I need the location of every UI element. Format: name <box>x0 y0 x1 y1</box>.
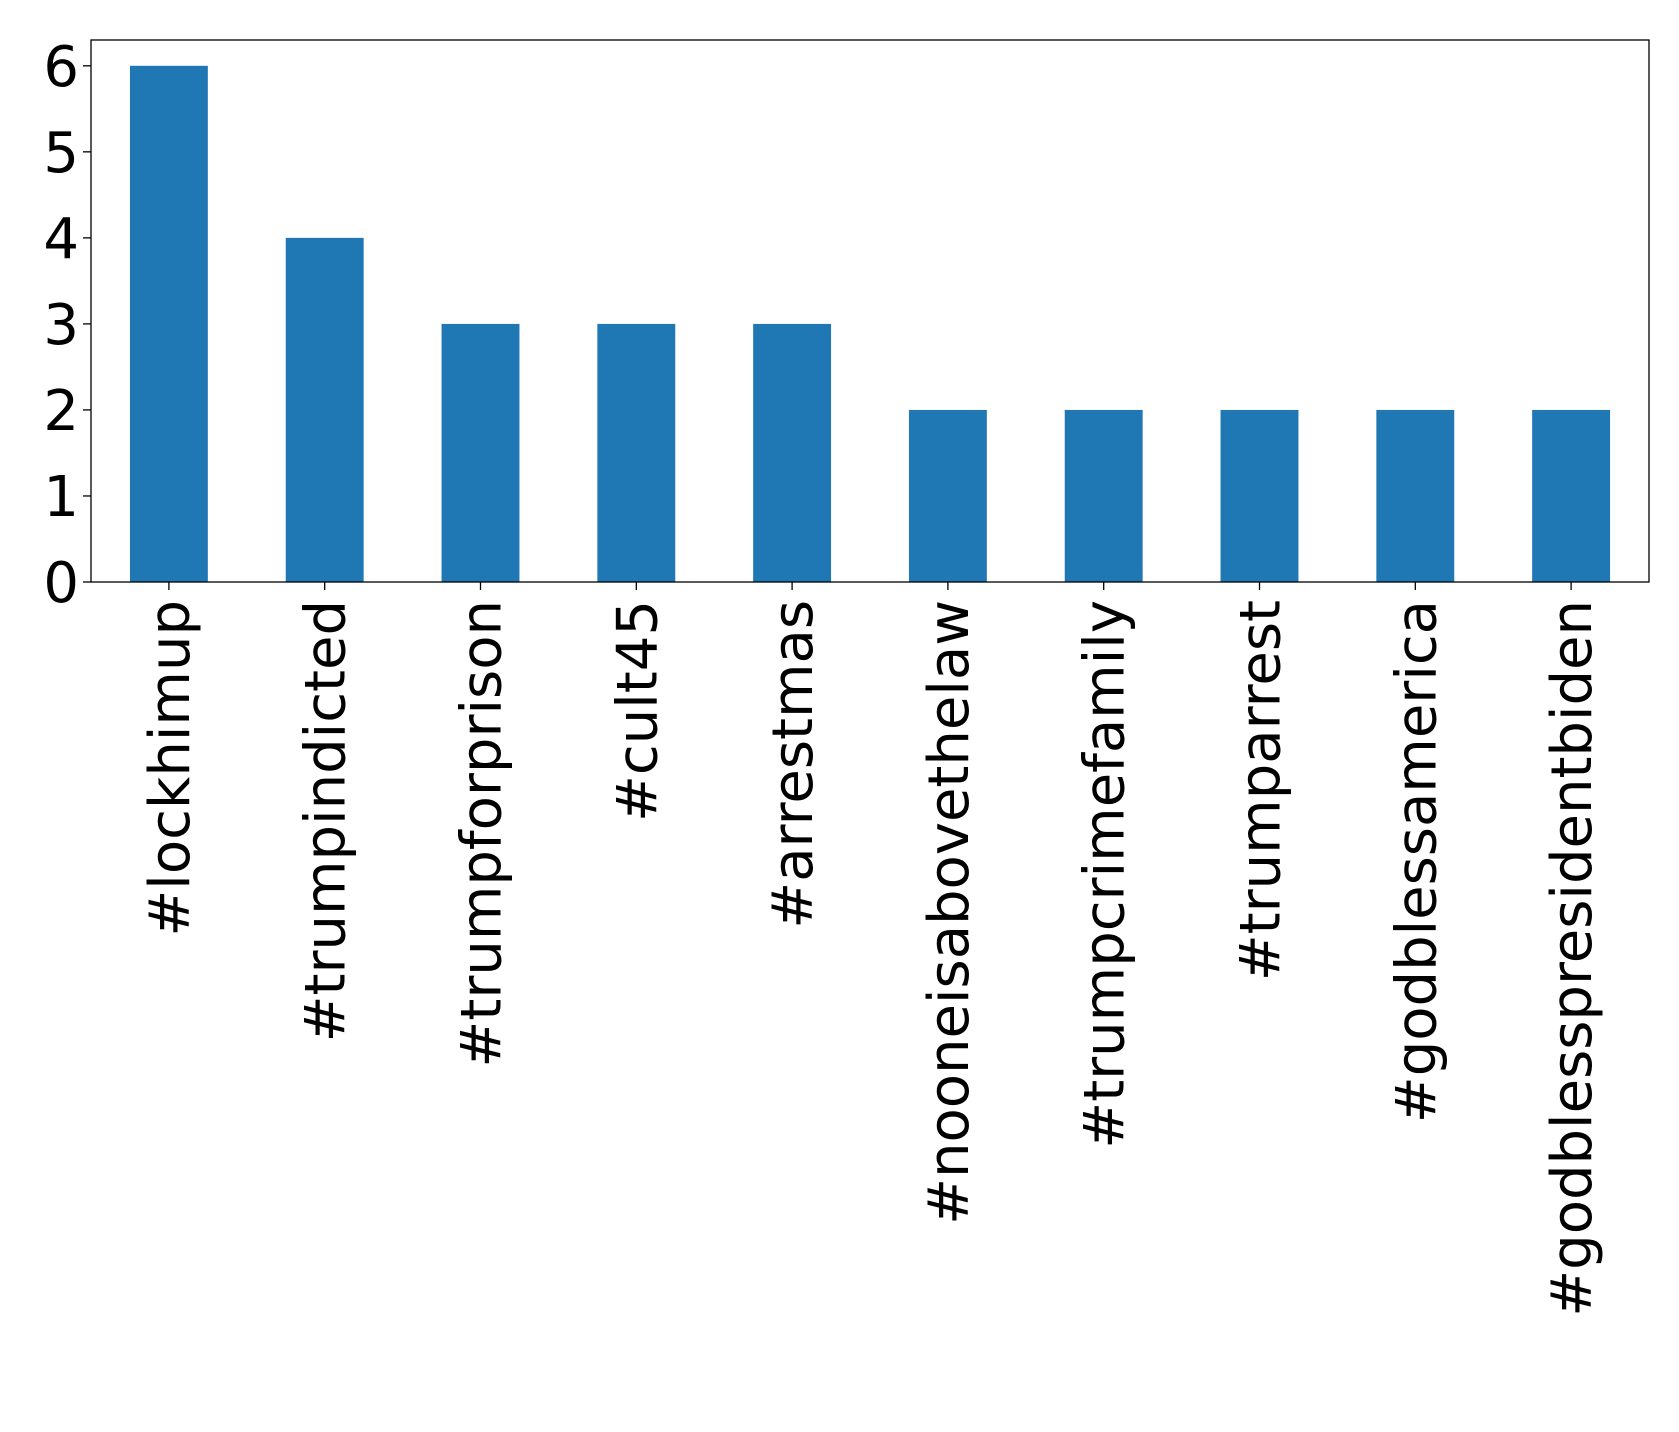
y-tick-label: 3 <box>43 293 79 358</box>
bar <box>1532 409 1611 582</box>
y-tick-label: 5 <box>43 121 79 186</box>
bar <box>285 237 364 582</box>
bar <box>753 323 832 582</box>
x-tick-label: #trumparrest <box>1229 600 1294 981</box>
x-tick-label: #arrestmas <box>761 600 826 929</box>
x-tick-label: #trumpindicted <box>294 600 359 1042</box>
x-tick-label: #godblesspresidentbiden <box>1540 600 1605 1317</box>
y-tick-label: 0 <box>43 551 79 616</box>
x-tick-label: #godblessamerica <box>1384 600 1449 1123</box>
x-tick-label: #cult45 <box>605 600 670 822</box>
y-tick-label: 1 <box>43 465 79 530</box>
bar <box>908 409 987 582</box>
y-axis: 0 1 2 3 4 5 6 <box>43 35 91 616</box>
y-tick-label: 4 <box>43 207 79 272</box>
x-tick-label: #lockhimup <box>138 600 203 937</box>
y-tick-label: 6 <box>43 35 79 100</box>
bar <box>1376 409 1455 582</box>
bars-layer <box>129 65 1611 583</box>
x-tick-label: #nooneisabovethelaw <box>917 600 982 1225</box>
bar <box>1220 409 1299 582</box>
bar <box>129 65 208 583</box>
x-tick-label: #trumpforprison <box>450 600 515 1068</box>
bar <box>1064 409 1143 582</box>
x-axis: #lockhimup #trumpindicted #trumpforprison #… <box>138 582 1605 1317</box>
bar <box>441 323 520 582</box>
plot-frame <box>90 39 1650 583</box>
y-tick-label: 2 <box>43 379 79 444</box>
bar <box>597 323 676 582</box>
x-tick-label: #trumpcrimefamily <box>1073 600 1138 1149</box>
